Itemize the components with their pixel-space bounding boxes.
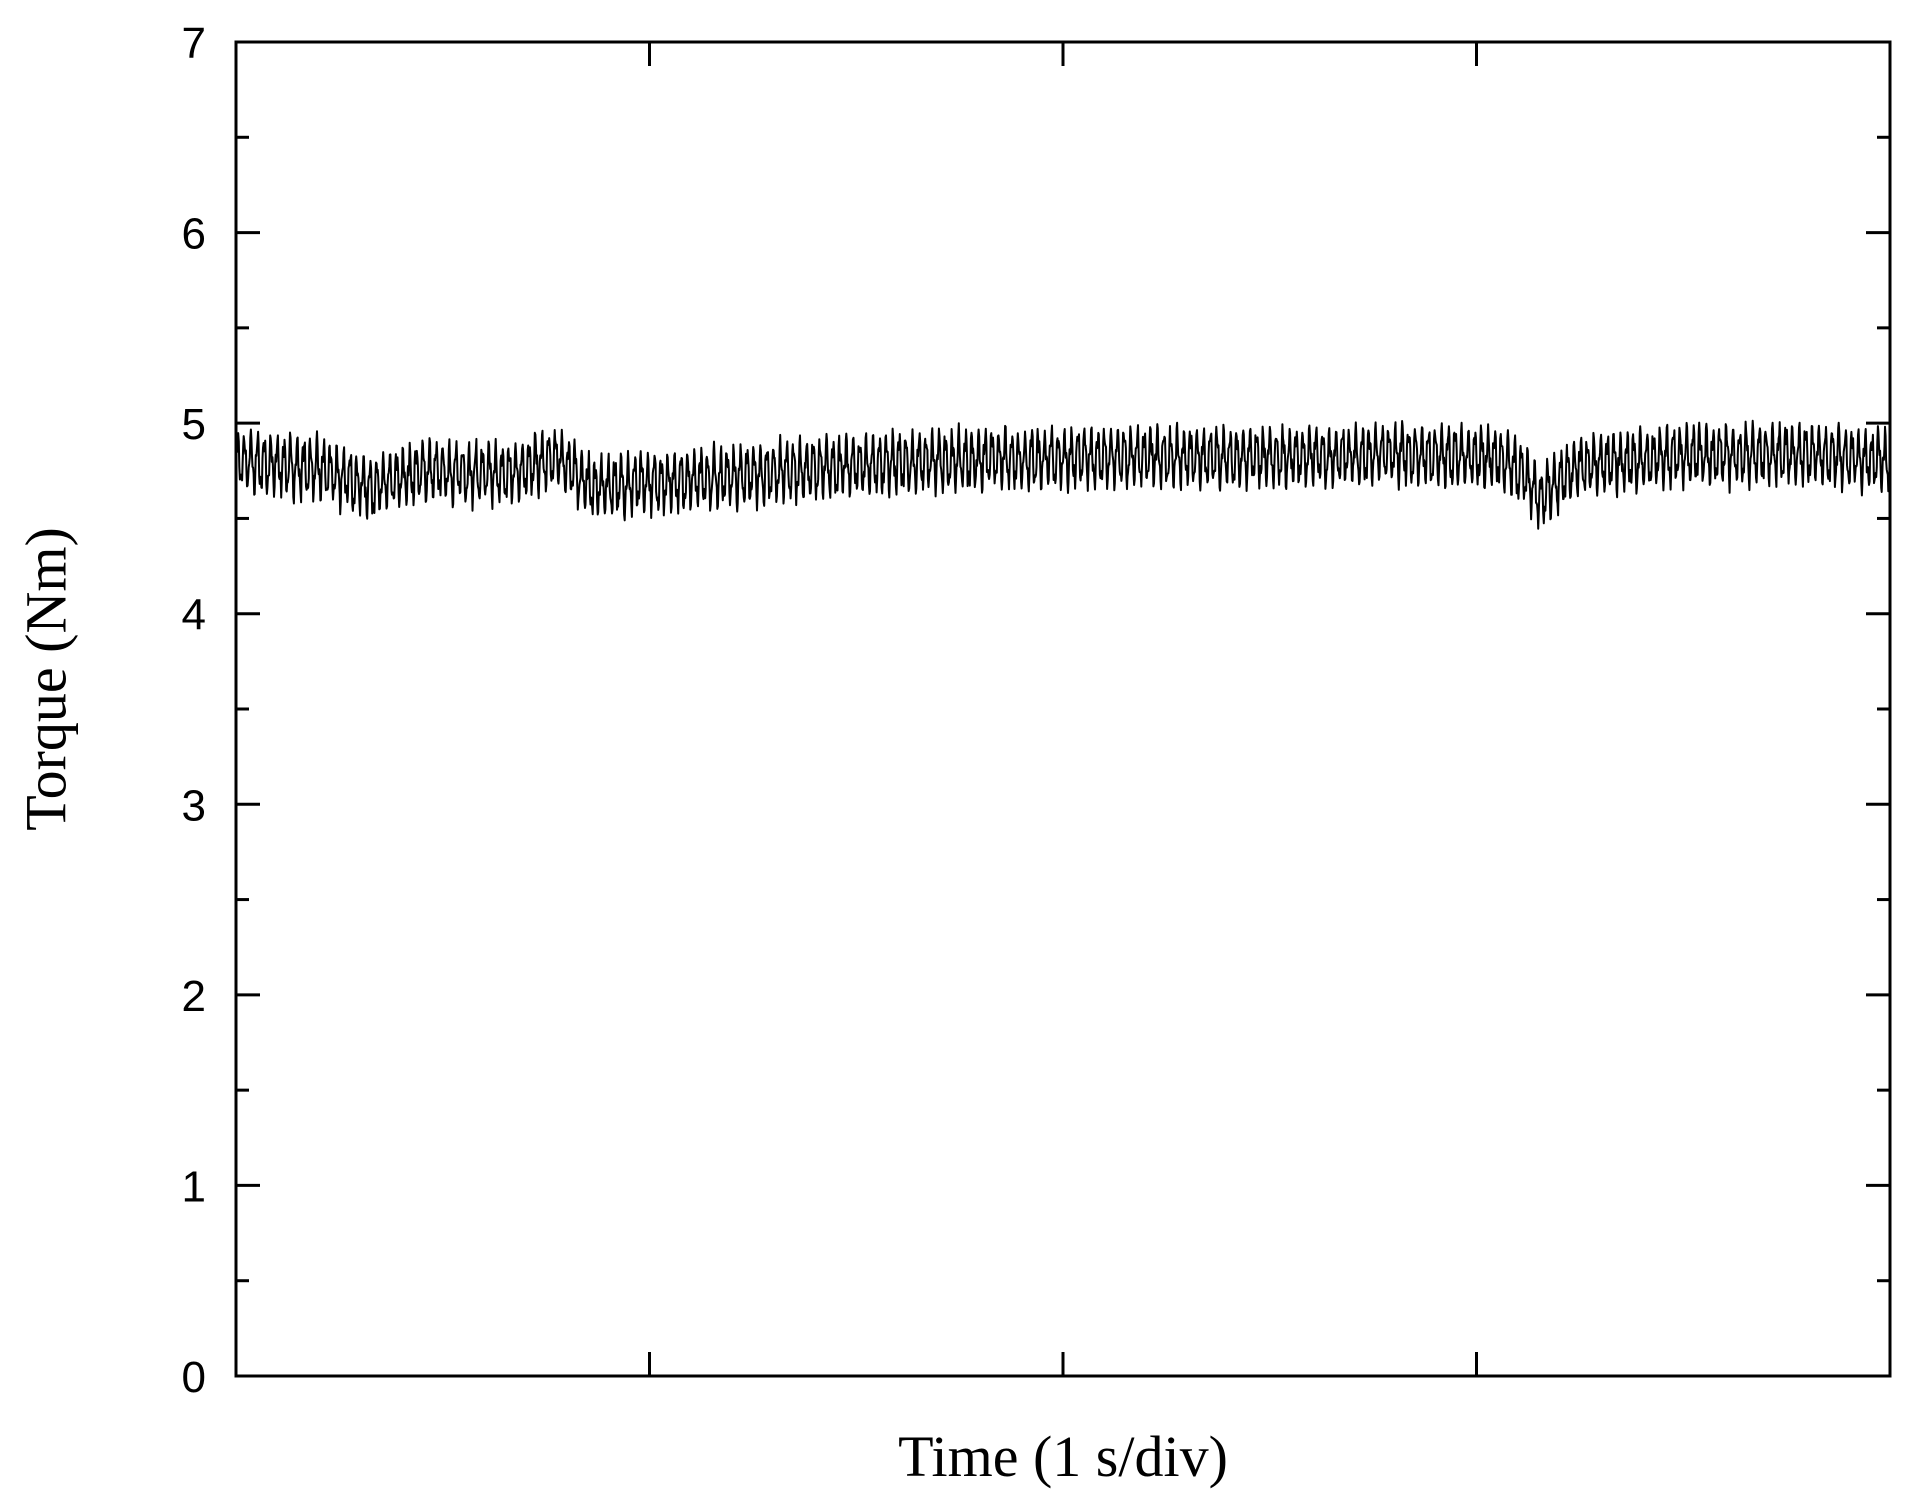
plot-frame bbox=[234, 40, 1892, 1378]
y-tick-label: 7 bbox=[182, 19, 206, 68]
y-tick-label: 1 bbox=[182, 1162, 206, 1211]
y-tick-label: 5 bbox=[182, 400, 206, 449]
y-tick-label: 0 bbox=[182, 1353, 206, 1402]
y-axis-title: Torque (Nm) bbox=[13, 527, 78, 831]
y-tick-label: 2 bbox=[182, 972, 206, 1021]
y-tick-label: 4 bbox=[182, 591, 206, 640]
y-tick-labels: 0 1 2 3 4 5 6 7 bbox=[182, 19, 206, 1402]
y-tick-label: 6 bbox=[182, 210, 206, 259]
axis-ticks bbox=[236, 40, 1890, 1378]
y-tick-label: 3 bbox=[182, 781, 206, 830]
x-axis-title: Time (1 s/div) bbox=[898, 1424, 1228, 1489]
torque-trace bbox=[235, 419, 1891, 530]
